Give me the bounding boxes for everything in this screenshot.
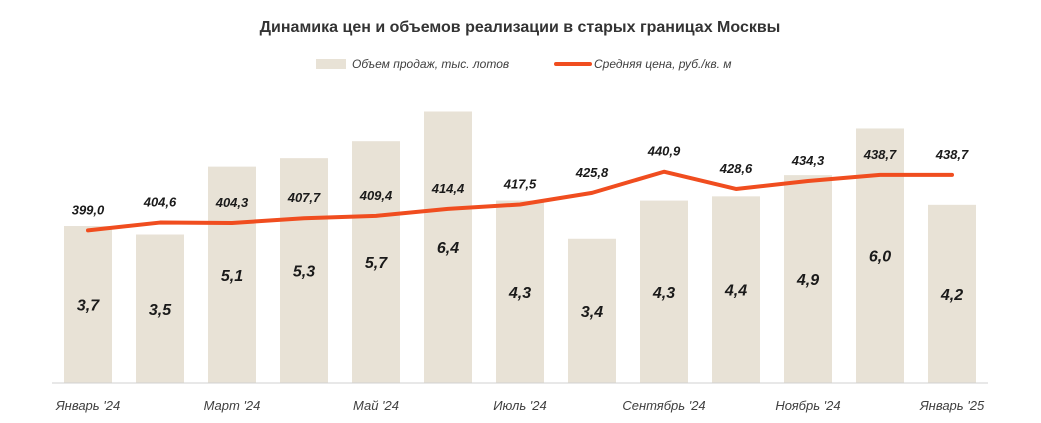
legend-label-line: Средняя цена, руб./кв. м [594,57,732,71]
x-tick-label-9: Сентябрь '24 [622,398,705,413]
x-tick-label-11: Ноябрь '24 [775,398,840,413]
price-label-5: 409,4 [359,188,393,203]
legend-swatch-bar [316,59,346,69]
bar-10 [712,196,760,383]
price-label-3: 404,3 [215,195,249,210]
bar-labels: 3,7 3,5 5,1 5,3 5,7 6,4 4,3 3,4 4,3 4,4 4,9 6,0 4,2 [77,240,963,321]
bar-label-11: 4,9 [796,272,819,289]
bar-label-10: 4,4 [724,283,747,300]
price-label-11: 434,3 [791,153,825,168]
x-tick-label-1: Январь '24 [55,398,120,413]
chart-title: Динамика цен и объемов реализации в стар… [260,19,781,36]
x-tick-label-13: Январь '25 [919,398,985,413]
bar-5 [352,141,400,383]
bar-3 [208,166,256,383]
bar-4 [280,158,328,383]
bar-label-7: 4,3 [508,285,531,302]
bar-label-9: 4,3 [652,285,675,302]
bar-label-4: 5,3 [293,264,315,281]
line-series [86,169,954,233]
price-label-7: 417,5 [503,177,537,192]
price-label-10: 428,6 [719,161,753,176]
bar-label-12: 6,0 [869,249,891,266]
bar-label-1: 3,7 [77,298,100,315]
price-label-4: 407,7 [287,190,321,205]
price-label-2: 404,6 [143,195,177,210]
legend-label-bar: Объем продаж, тыс. лотов [352,57,509,71]
bar-11 [784,175,832,383]
bar-2 [136,234,184,383]
bar-8 [568,238,616,383]
legend: Объем продаж, тыс. лотов Средняя цена, р… [316,57,732,71]
x-tick-labels: Январь '24 Март '24 Май '24 Июль '24 Сентябр… [55,398,985,413]
bar-label-2: 3,5 [149,302,172,319]
x-tick-label-5: Май '24 [353,398,399,413]
bar-series [64,111,976,383]
bar-6 [424,111,472,383]
bar-label-8: 3,4 [581,304,603,321]
bar-1 [64,226,112,383]
bar-13 [928,204,976,383]
price-label-13: 438,7 [935,147,969,162]
x-tick-label-3: Март '24 [204,398,261,413]
price-label-6: 414,4 [431,181,465,196]
bar-label-3: 5,1 [221,268,243,285]
bar-9 [640,200,688,383]
bar-label-6: 6,4 [437,240,459,257]
price-label-1: 399,0 [72,202,105,217]
bar-label-13: 4,2 [940,287,963,304]
price-label-12: 438,7 [863,147,897,162]
bar-label-5: 5,7 [365,255,388,272]
line-labels: 399,0 404,6 404,3 407,7 409,4 414,4 417,5 425,8… [72,144,969,218]
bar-7 [496,200,544,383]
x-tick-label-7: Июль '24 [493,398,547,413]
bar-12 [856,128,904,383]
price-label-9: 440,9 [647,144,681,159]
price-label-8: 425,8 [575,165,609,180]
